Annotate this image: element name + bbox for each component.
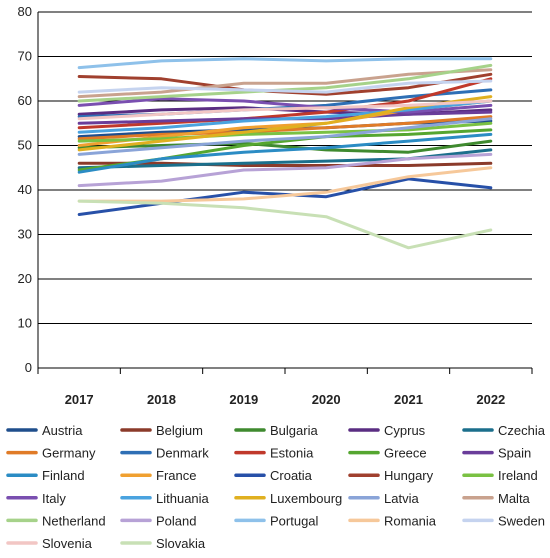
legend-label-ireland: Ireland: [498, 468, 538, 483]
series-line-romania: [77, 166, 493, 203]
legend-label-finland: Finland: [42, 468, 85, 483]
series-line-lithuania: [77, 99, 493, 134]
legend-label-lithuania: Lithuania: [156, 491, 210, 506]
legend-label-spain: Spain: [498, 446, 531, 461]
series-line-finland: [77, 132, 493, 174]
series-line-estonia: [77, 77, 493, 130]
legend-label-portugal: Portugal: [270, 513, 319, 528]
legend-label-netherland: Netherland: [42, 513, 106, 528]
axes: 0 10 20 30 40 50 60 70 80 2017 2018 2019 2020 2021 202…: [18, 4, 533, 407]
legend-label-cyprus: Cyprus: [384, 423, 426, 438]
legend-label-france: France: [156, 468, 196, 483]
y-tick-label: 20: [18, 271, 32, 286]
legend-label-croatia: Croatia: [270, 468, 313, 483]
x-tick-label: 2019: [229, 392, 258, 407]
legend-label-sweden: Sweden: [498, 513, 545, 528]
x-tick-label: 2017: [65, 392, 94, 407]
y-tick-label: 40: [18, 182, 32, 197]
legend-label-slovakia: Slovakia: [156, 536, 206, 551]
series-line-italy: [77, 97, 493, 114]
x-tick-label: 2020: [312, 392, 341, 407]
x-tick-label: 2021: [394, 392, 423, 407]
series-line-germany: [77, 115, 493, 141]
legend: Austria Belgium Bulgaria Cyprus Czechia Germa…: [6, 423, 546, 551]
series-line-latvia: [77, 117, 493, 156]
y-tick-label: 50: [18, 138, 32, 153]
legend-label-poland: Poland: [156, 513, 196, 528]
legend-label-luxembourg: Luxembourg: [270, 491, 342, 506]
x-tick-label: 2022: [476, 392, 505, 407]
legend-label-italy: Italy: [42, 491, 66, 506]
series-line-slovenia: [77, 99, 493, 121]
x-tick-label: 2018: [147, 392, 176, 407]
y-tick-label: 30: [18, 227, 32, 242]
series-line-ireland: [77, 121, 493, 143]
series-line-malta: [77, 68, 493, 99]
series-line-belgium: [77, 161, 493, 167]
series-lines: [77, 57, 493, 250]
legend-label-greece: Greece: [384, 446, 427, 461]
legend-label-germany: Germany: [42, 446, 96, 461]
series-line-portugal: [77, 57, 493, 70]
legend-label-hungary: Hungary: [384, 468, 434, 483]
legend-label-estonia: Estonia: [270, 446, 314, 461]
legend-label-bulgaria: Bulgaria: [270, 423, 318, 438]
legend-label-belgium: Belgium: [156, 423, 203, 438]
legend-label-romania: Romania: [384, 513, 437, 528]
series-line-poland: [77, 152, 493, 188]
legend-label-malta: Malta: [498, 491, 531, 506]
legend-label-latvia: Latvia: [384, 491, 419, 506]
series-line-bulgaria: [77, 139, 493, 154]
y-tick-label: 60: [18, 93, 32, 108]
legend-label-austria: Austria: [42, 423, 83, 438]
series-line-slovakia: [77, 199, 493, 250]
legend-label-slovenia: Slovenia: [42, 536, 93, 551]
legend-label-czechia: Czechia: [498, 423, 546, 438]
y-tick-label: 80: [18, 4, 32, 19]
y-tick-label: 10: [18, 316, 32, 331]
legend-label-denmark: Denmark: [156, 446, 209, 461]
y-tick-label: 70: [18, 49, 32, 64]
series-line-sweden: [77, 79, 493, 94]
y-tick-label: 0: [25, 360, 32, 375]
